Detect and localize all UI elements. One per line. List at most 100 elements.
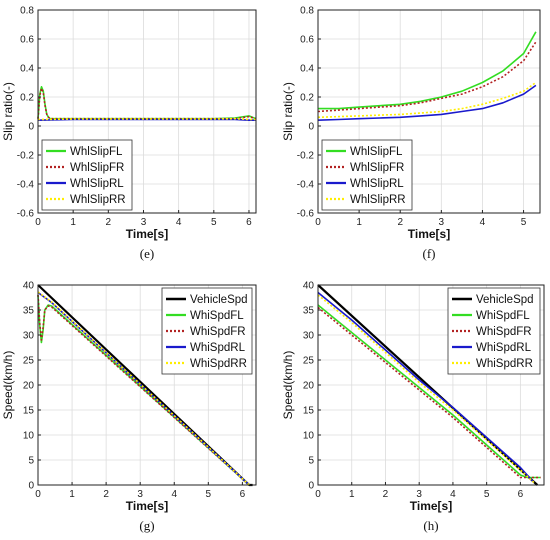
legend-label: WhlSlipFL (70, 146, 123, 158)
x-tick-label: 6 (240, 489, 246, 500)
x-tick-label: 5 (206, 489, 212, 500)
x-tick-label: 0 (35, 489, 41, 500)
series-whlslipfr (317, 41, 537, 113)
series-whispdrr (37, 291, 250, 486)
series-whispdrr (317, 294, 535, 484)
legend-label: WhiSpdRR (476, 358, 533, 370)
y-tick-label: 0 (308, 122, 314, 133)
legend-label: WhiSpdRR (190, 358, 247, 370)
panel-caption: (g) (139, 518, 154, 533)
y-axis-label: Slip ratio(-) (281, 82, 295, 141)
series-whispdfr (317, 306, 541, 479)
x-tick-label: 1 (69, 489, 75, 500)
y-tick-label: 15 (23, 406, 35, 417)
y-tick-label: 0.6 (20, 35, 34, 46)
y-tick-label: -0.6 (17, 209, 35, 220)
x-tick-label: 2 (106, 217, 112, 228)
legend-label: VehicleSpd (190, 294, 248, 306)
x-tick-label: 2 (383, 489, 389, 500)
y-tick-label: 0.8 (300, 6, 314, 17)
y-tick-label: 25 (23, 356, 35, 367)
x-tick-label: 4 (480, 217, 486, 228)
x-tick-label: 3 (141, 217, 147, 228)
legend-label: WhiSpdFL (190, 310, 244, 322)
y-tick-label: 20 (303, 381, 315, 392)
y-tick-label: -0.4 (17, 180, 35, 191)
axes-frame (37, 9, 257, 214)
legend-label: WhiSpdFR (476, 326, 532, 338)
y-tick-label: 40 (23, 281, 35, 292)
y-tick-label: 30 (23, 331, 35, 342)
legend-label: WhlSlipRR (70, 194, 126, 206)
panel-caption: (e) (140, 246, 154, 261)
series-whlsliprr (37, 117, 256, 121)
y-tick-label: 35 (23, 306, 35, 317)
x-tick-label: 0 (35, 217, 41, 228)
y-tick-label: 35 (303, 306, 315, 317)
y-tick-label: 0 (308, 481, 314, 492)
series-whispdfl (317, 304, 541, 479)
x-tick-label: 0 (315, 217, 321, 228)
legend-label: WhlSlipFR (350, 162, 404, 174)
x-axis-label: Time[s] (126, 227, 168, 241)
panel-f: 0 1 2 3 4 5 -0.6 -0.4 -0.2 0 0.2 0.4 0.6 0.8 Time[s] Sl… (281, 6, 541, 261)
x-tick-label: 0 (315, 489, 321, 500)
legend-label: WhlSlipRR (350, 194, 406, 206)
y-tick-label: 5 (28, 456, 34, 467)
y-tick-label: -0.6 (297, 209, 315, 220)
x-tick-label: 1 (356, 217, 362, 228)
x-axis-label: Time[s] (410, 499, 452, 513)
x-tick-label: 6 (518, 489, 524, 500)
y-tick-label: 20 (23, 381, 35, 392)
x-tick-label: 1 (349, 489, 355, 500)
panel-caption: (f) (423, 246, 436, 261)
x-axis-label: Time[s] (408, 227, 450, 241)
y-axis-label: Speed(km/h) (281, 351, 295, 420)
y-tick-label: -0.2 (17, 151, 35, 162)
series-whlslipfl (318, 31, 537, 110)
legend-label: WhiSpdRL (476, 342, 532, 354)
series-whispdrl (317, 291, 535, 484)
panel-e: 0 1 2 3 4 5 6 -0.6 -0.4 -0.2 0 0.2 0.4 0.6 0.8 Time[s] S… (1, 6, 257, 261)
y-tick-label: 0.4 (20, 64, 34, 75)
legend-label: WhlSlipFL (350, 146, 403, 158)
y-tick-label: 0.2 (20, 93, 34, 104)
y-tick-label: 0.2 (300, 93, 314, 104)
y-tick-label: 10 (23, 431, 35, 442)
series-whlsliprl (317, 84, 537, 121)
legend: WhlSlipFL WhlSlipFR WhlSlipRL WhlSlipRR (321, 139, 413, 211)
y-tick-label: 25 (303, 356, 315, 367)
y-axis-label: Slip ratio(-) (1, 82, 15, 141)
legend-label: WhiSpdFR (190, 326, 246, 338)
panel-g: 0 1 2 3 4 5 6 0 5 10 15 20 25 30 35 40 Time[s] Speed(km/h… (1, 281, 257, 533)
x-tick-label: 5 (484, 489, 490, 500)
x-tick-label: 5 (521, 217, 527, 228)
y-tick-label: 10 (303, 431, 315, 442)
x-tick-label: 4 (171, 489, 177, 500)
y-tick-label: 0 (28, 481, 34, 492)
y-tick-label: 30 (303, 331, 315, 342)
legend-box (161, 287, 253, 375)
legend-label: WhiSpdRL (190, 342, 246, 354)
y-axis-label: Speed(km/h) (1, 351, 15, 420)
legend-label: WhiSpdFL (476, 310, 530, 322)
x-axis-label: Time[s] (126, 499, 168, 513)
legend: VehicleSpd WhiSpdFL WhiSpdFR WhiSpdRL WhiSpd… (161, 287, 253, 375)
x-tick-label: 3 (416, 489, 422, 500)
x-tick-label: 6 (246, 217, 252, 228)
x-tick-label: 3 (439, 217, 445, 228)
y-tick-label: 40 (303, 281, 315, 292)
y-tick-label: -0.2 (297, 151, 315, 162)
y-tick-label: 0.4 (300, 64, 314, 75)
legend: VehicleSpd WhiSpdFL WhiSpdFR WhiSpdRL WhiSpd… (447, 287, 541, 375)
y-tick-label: 0.8 (20, 6, 34, 17)
y-tick-label: 0.6 (300, 35, 314, 46)
y-tick-label: -0.4 (297, 180, 315, 191)
x-tick-label: 1 (70, 217, 76, 228)
x-tick-label: 4 (450, 489, 456, 500)
panel-h: 0 1 2 3 4 5 6 0 5 10 15 20 25 30 35 40 Time[s] Speed(km/h… (281, 281, 545, 533)
x-tick-label: 4 (176, 217, 182, 228)
axes-frame (317, 9, 541, 214)
series-whlsliprr (317, 81, 537, 119)
